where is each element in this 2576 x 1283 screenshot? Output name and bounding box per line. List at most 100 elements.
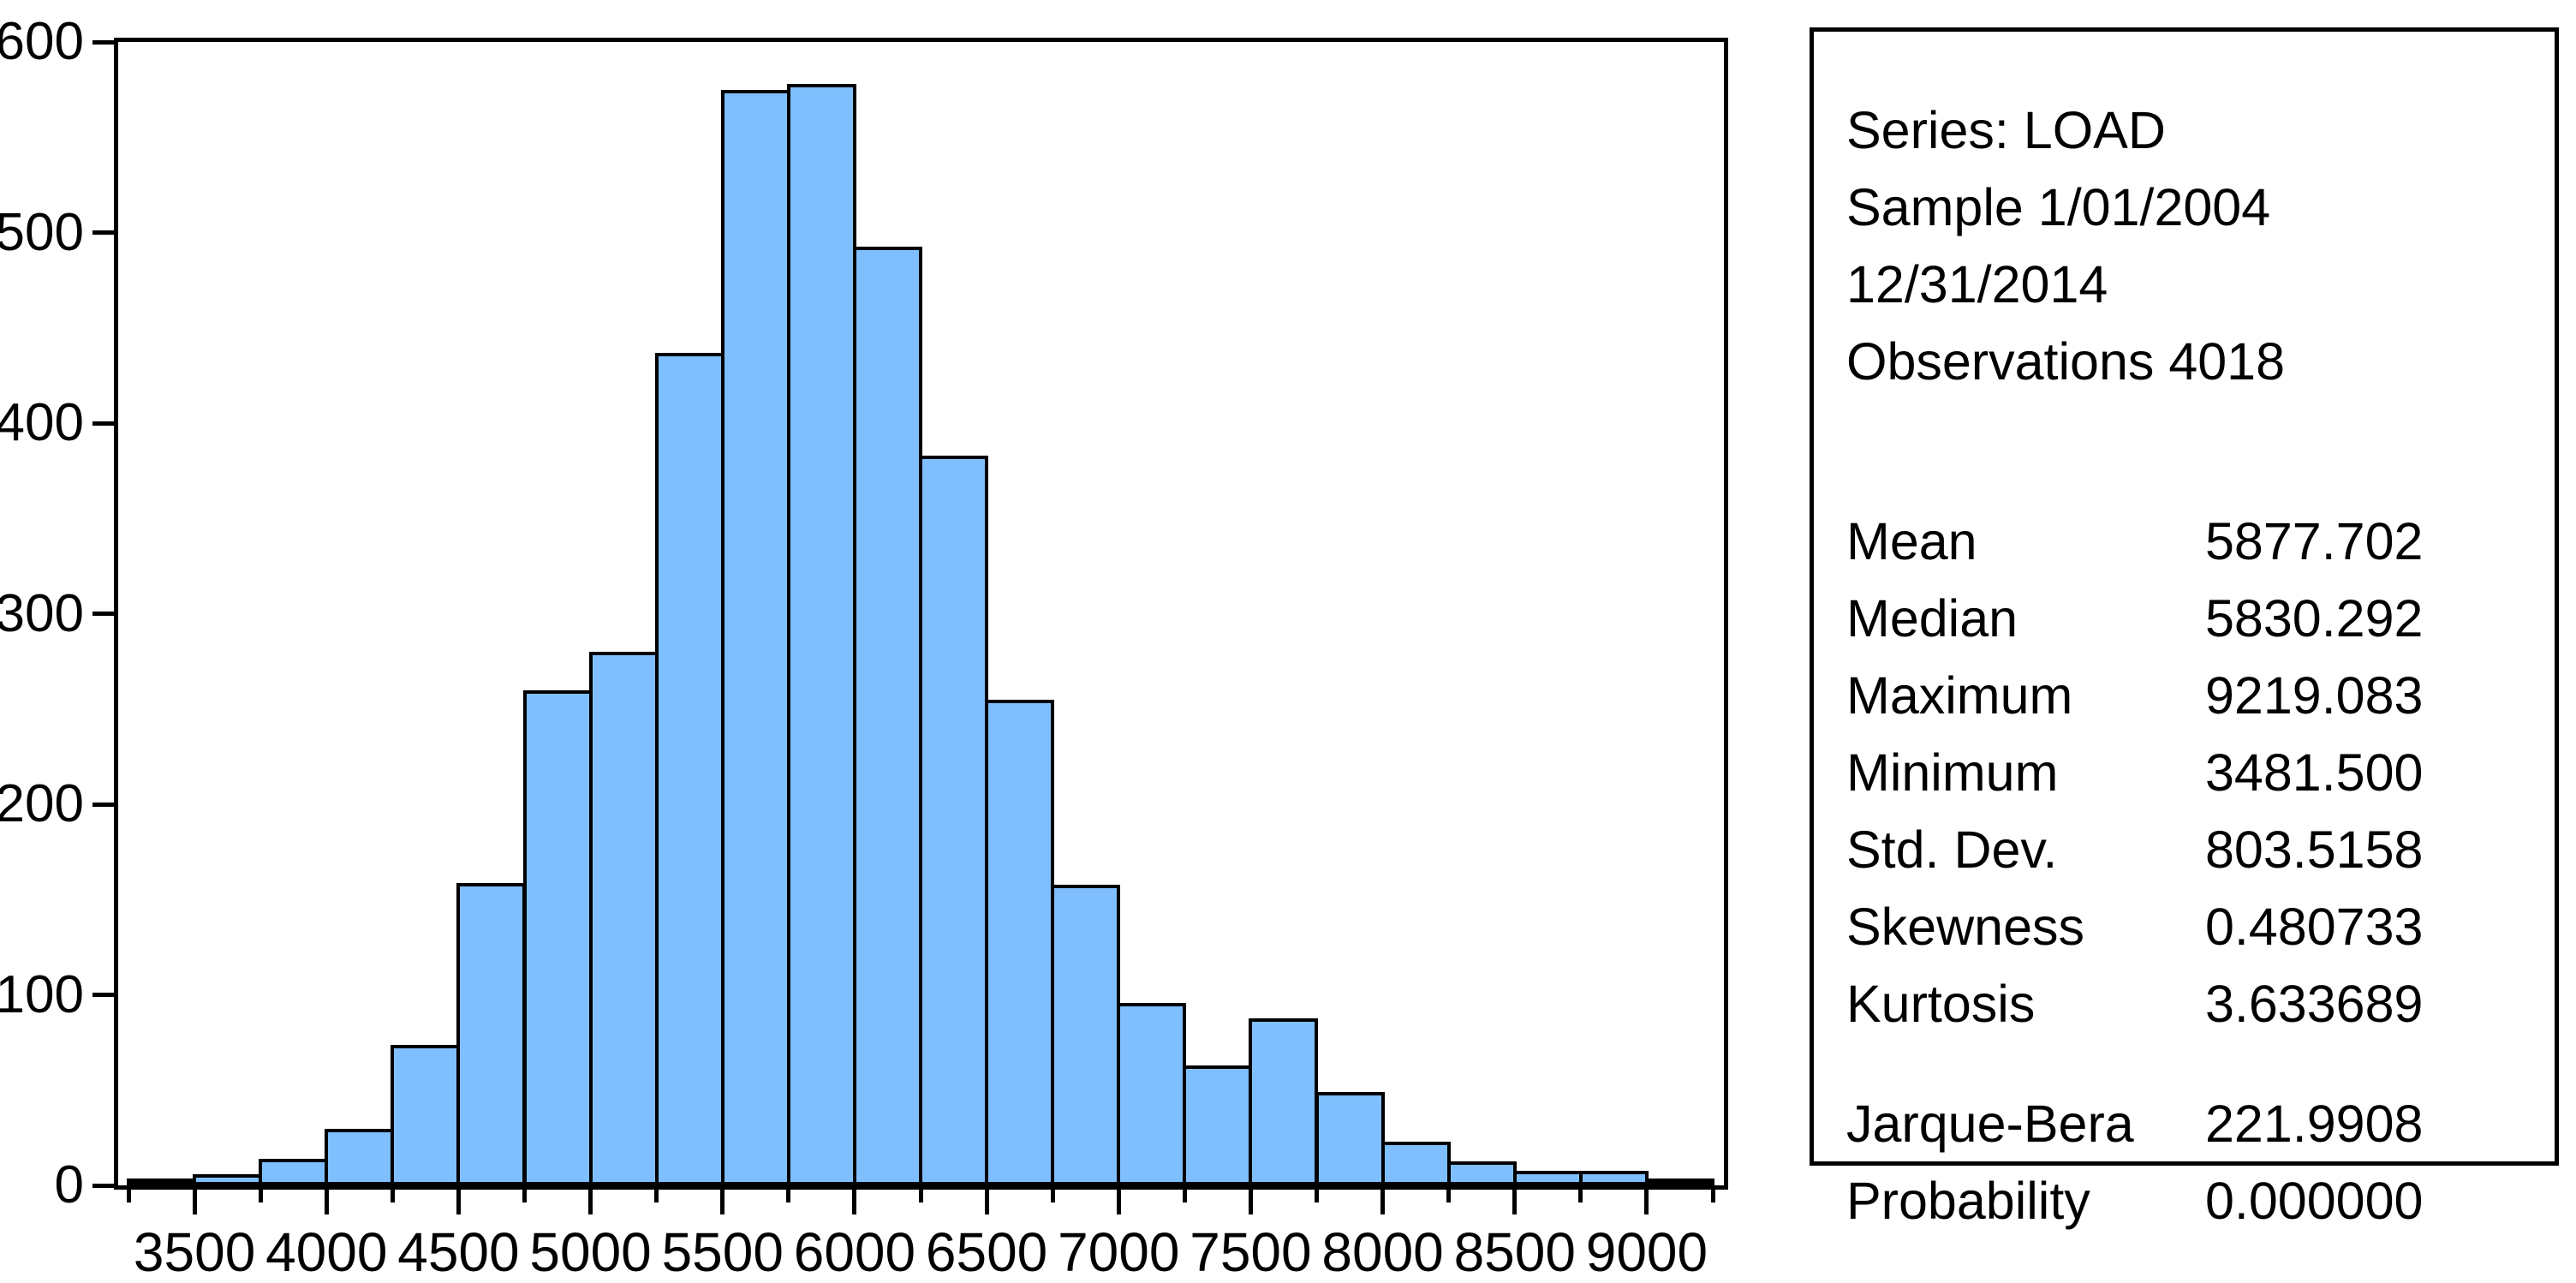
histogram-bar [259,1159,329,1185]
y-axis-tick [92,421,114,426]
histogram-bar [1446,1161,1517,1185]
y-axis-label: 600 [0,12,84,71]
x-axis-label: 4000 [265,1221,388,1283]
x-axis-major-tick [324,1185,329,1214]
histogram-bar [391,1044,461,1185]
x-axis-major-tick [1512,1185,1518,1214]
x-axis-minor-tick [1710,1185,1715,1202]
stats-spacer [1846,400,2537,503]
y-axis-label: 500 [0,202,84,262]
stat-row-kurtosis: Kurtosis 3.633689 [1846,965,2537,1042]
x-axis-minor-tick [258,1185,263,1202]
x-axis-major-tick [1380,1185,1386,1214]
x-axis-label: 7000 [1058,1221,1180,1283]
stat-label: Probability [1846,1172,2090,1230]
x-axis-label: 3500 [133,1221,256,1283]
histogram-bar [654,353,724,1185]
observations-line: Observations 4018 [1846,332,2286,391]
histogram-bar [127,1178,197,1185]
stat-row-maximum: Maximum 9219.083 [1846,657,2537,734]
x-axis-label: 7500 [1190,1221,1312,1283]
x-axis-major-tick [852,1185,857,1214]
stat-label: Std. Dev. [1846,821,2058,879]
x-axis-minor-tick [1182,1185,1187,1202]
histogram-bar [1512,1170,1583,1185]
x-axis-label: 8000 [1321,1221,1444,1283]
stat-value: 0.480733 [2205,898,2424,956]
x-axis-major-tick [588,1185,593,1214]
histogram-bar [325,1128,395,1185]
x-axis-minor-tick [1446,1185,1452,1202]
stat-row-minimum: Minimum 3481.500 [1846,734,2537,811]
stat-row-mean: Mean 5877.702 [1846,503,2537,580]
stat-row-median: Median 5830.292 [1846,580,2537,657]
stat-label: Maximum [1846,666,2073,725]
x-axis-minor-tick [126,1185,131,1202]
x-axis-label: 4500 [397,1221,520,1283]
stat-label: Skewness [1846,898,2085,956]
stat-row-probability: Probability 0.000000 [1846,1162,2537,1239]
stat-value: 221.9908 [2205,1095,2424,1153]
x-axis-minor-tick [1315,1185,1319,1202]
x-axis-label: 6000 [793,1221,916,1283]
x-axis-major-tick [1248,1185,1253,1214]
x-axis-major-tick [192,1185,197,1214]
stat-value: 0.000000 [2205,1172,2424,1230]
x-axis-major-tick [1116,1185,1121,1214]
stat-label: Minimum [1846,743,2059,802]
x-axis-minor-tick [1578,1185,1583,1202]
stat-value: 5877.702 [2205,512,2424,570]
histogram-bar [1117,1002,1187,1185]
histogram-bar [919,456,989,1185]
y-axis-tick [92,993,114,997]
stat-value: 5830.292 [2205,589,2424,647]
histogram-bar [522,689,593,1185]
stat-label: Jarque-Bera [1846,1095,2134,1153]
histogram-bar [786,84,856,1185]
histogram-bar [588,652,659,1185]
stat-row-jarque-bera: Jarque-Bera 221.9908 [1846,1085,2537,1162]
x-axis-major-tick [1644,1185,1649,1214]
histogram-bar [720,90,790,1185]
x-axis-major-tick [984,1185,989,1214]
x-axis-minor-tick [1050,1185,1055,1202]
histogram-bar [1578,1170,1649,1185]
stat-value: 803.5158 [2205,821,2424,879]
stat-label: Median [1846,589,2018,647]
sample-line: Sample 1/01/2004 12/31/2014 [1846,178,2271,313]
y-axis-label: 400 [0,393,84,452]
histogram-bar [1183,1065,1253,1185]
y-axis-label: 0 [54,1155,84,1214]
x-axis-label: 8500 [1453,1221,1576,1283]
plot-area: 0 100 200 300 400 500 600 3500 4000 4500 5000 5500 6… [0,15,1724,1280]
stat-value: 3.633689 [2205,975,2424,1033]
histogram-bar [1315,1092,1385,1185]
x-axis-major-tick [720,1185,725,1214]
y-axis-tick [92,612,114,616]
y-axis-tick [92,802,114,807]
x-axis-label: 5000 [529,1221,652,1283]
stat-label: Mean [1846,512,1977,570]
stat-label: Kurtosis [1846,975,2036,1033]
stat-value: 3481.500 [2205,743,2424,802]
y-axis-label: 200 [0,774,84,833]
x-axis-major-tick [456,1185,461,1214]
histogram-bar [456,882,527,1185]
histogram-bar [1644,1178,1714,1185]
y-axis-tick [92,39,114,45]
histogram-bar [985,700,1055,1185]
x-axis-minor-tick [918,1185,923,1202]
y-axis-label: 300 [0,583,84,643]
series-line: Series: LOAD [1846,101,2166,159]
stat-value: 9219.083 [2205,666,2424,725]
x-axis-minor-tick [654,1185,659,1202]
y-axis-tick [92,1183,114,1188]
stat-row-std-dev: Std. Dev. 803.5158 [1846,811,2537,888]
histogram-bar [1380,1142,1451,1185]
y-axis-label: 100 [0,964,84,1024]
x-axis-label: 5500 [661,1221,784,1283]
histogram-bar [852,246,922,1185]
x-axis-minor-tick [390,1185,395,1202]
x-axis-minor-tick [786,1185,791,1202]
histogram-plot: 0 100 200 300 400 500 600 3500 4000 4500 5000 5500 6… [0,15,1728,1280]
